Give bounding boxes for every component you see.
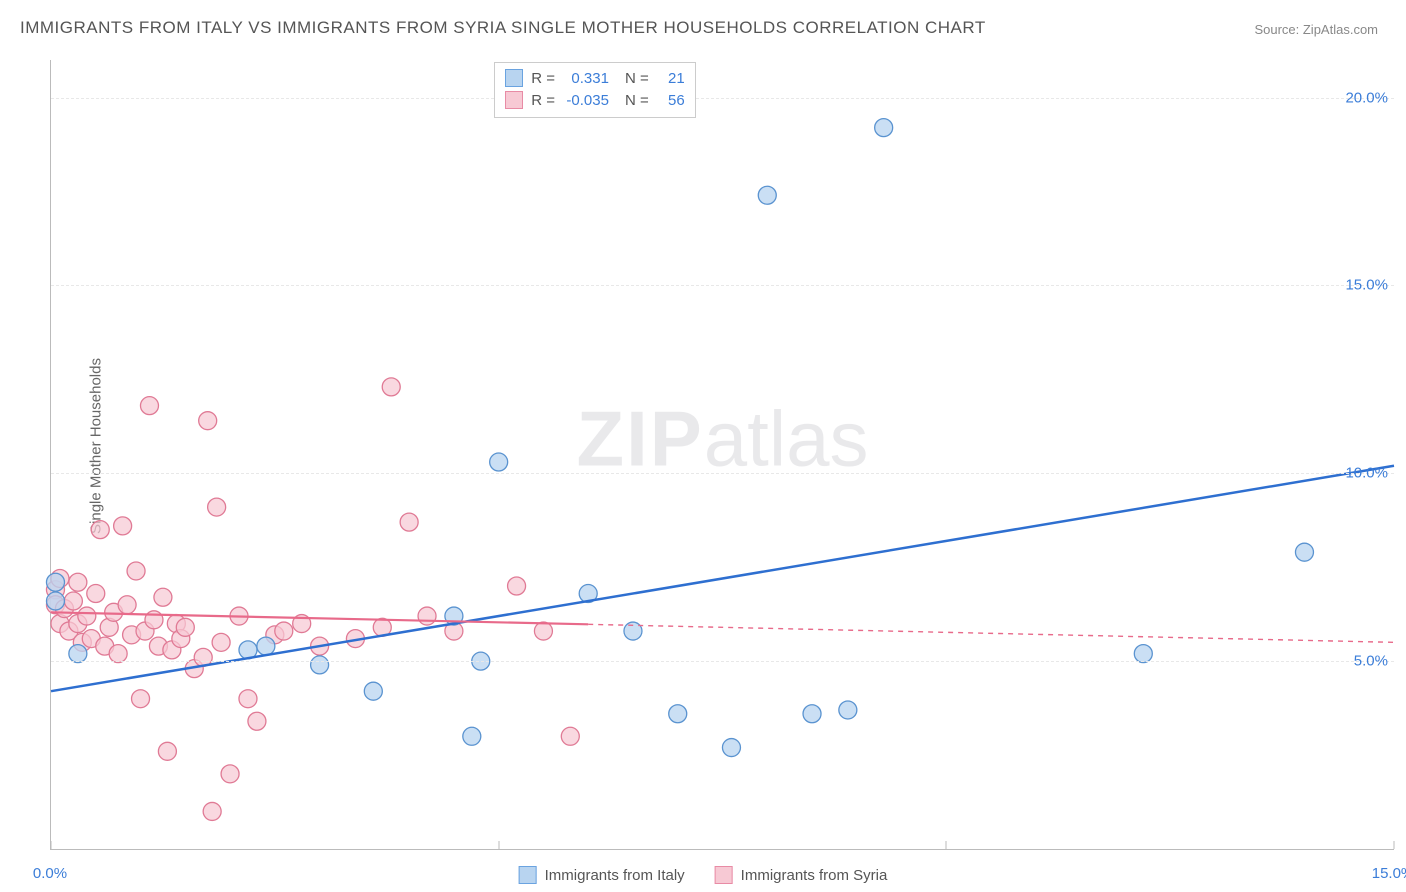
legend-r-label: R =: [531, 70, 555, 87]
trend-line: [51, 466, 1394, 691]
gridline: [51, 661, 1394, 662]
legend-swatch: [505, 69, 523, 87]
source-label: Source: ZipAtlas.com: [1254, 22, 1378, 37]
data-point: [508, 577, 526, 595]
legend-n-label: N =: [625, 92, 649, 109]
gridline: [51, 285, 1394, 286]
data-point: [199, 412, 217, 430]
data-point: [803, 705, 821, 723]
data-point: [382, 378, 400, 396]
legend-n-value: 21: [655, 70, 685, 87]
data-point: [221, 765, 239, 783]
chart-svg: [51, 60, 1394, 849]
legend-swatch: [519, 866, 537, 884]
data-point: [400, 513, 418, 531]
data-point: [46, 592, 64, 610]
data-point: [364, 682, 382, 700]
data-point: [69, 645, 87, 663]
data-point: [875, 119, 893, 137]
data-point: [132, 690, 150, 708]
data-point: [208, 498, 226, 516]
plot-area: ZIPatlas 5.0%10.0%15.0%20.0%R =0.331N =2…: [50, 60, 1394, 850]
data-point: [127, 562, 145, 580]
legend-bottom-label: Immigrants from Italy: [545, 867, 685, 884]
legend-bottom-label: Immigrants from Syria: [741, 867, 888, 884]
data-point: [78, 607, 96, 625]
x-tick-mark: [1394, 841, 1395, 849]
legend-n-value: 56: [655, 92, 685, 109]
data-point: [87, 585, 105, 603]
data-point: [722, 739, 740, 757]
legend-n-label: N =: [625, 70, 649, 87]
data-point: [418, 607, 436, 625]
y-tick-label: 10.0%: [1345, 465, 1388, 482]
data-point: [91, 521, 109, 539]
data-point: [64, 592, 82, 610]
legend-row: R = -0.035 N = 56: [505, 89, 685, 111]
data-point: [212, 633, 230, 651]
data-point: [239, 690, 257, 708]
data-point: [109, 645, 127, 663]
legend-r-value: 0.331: [561, 70, 609, 87]
data-point: [275, 622, 293, 640]
data-point: [248, 712, 266, 730]
data-point: [140, 397, 158, 415]
x-tick-mark: [946, 841, 947, 849]
trend-line-dashed: [588, 624, 1394, 642]
data-point: [46, 573, 64, 591]
data-point: [176, 618, 194, 636]
data-point: [463, 727, 481, 745]
chart-title: IMMIGRANTS FROM ITALY VS IMMIGRANTS FROM…: [20, 18, 986, 38]
legend-bottom: Immigrants from Italy Immigrants from Syr…: [519, 866, 888, 884]
data-point: [154, 588, 172, 606]
data-point: [257, 637, 275, 655]
data-point: [311, 656, 329, 674]
x-tick-mark: [51, 841, 52, 849]
data-point: [203, 802, 221, 820]
x-tick-mark: [498, 841, 499, 849]
legend-r-value: -0.035: [561, 92, 609, 109]
gridline: [51, 98, 1394, 99]
x-tick-label: 0.0%: [33, 865, 67, 882]
y-tick-label: 15.0%: [1345, 277, 1388, 294]
y-tick-label: 20.0%: [1345, 89, 1388, 106]
data-point: [534, 622, 552, 640]
data-point: [118, 596, 136, 614]
legend-swatch: [505, 91, 523, 109]
legend-swatch: [715, 866, 733, 884]
legend-bottom-item: Immigrants from Italy: [519, 866, 685, 884]
data-point: [561, 727, 579, 745]
y-tick-label: 5.0%: [1354, 653, 1388, 670]
data-point: [158, 742, 176, 760]
data-point: [758, 186, 776, 204]
legend-bottom-item: Immigrants from Syria: [715, 866, 888, 884]
data-point: [1134, 645, 1152, 663]
data-point: [1295, 543, 1313, 561]
data-point: [669, 705, 687, 723]
data-point: [839, 701, 857, 719]
legend-row: R = 0.331 N = 21: [505, 67, 685, 89]
data-point: [69, 573, 87, 591]
gridline: [51, 473, 1394, 474]
legend-top: R = 0.331 N = 21 R = -0.035 N = 56: [494, 62, 696, 118]
data-point: [490, 453, 508, 471]
legend-r-label: R =: [531, 92, 555, 109]
x-tick-label: 15.0%: [1372, 865, 1406, 882]
data-point: [114, 517, 132, 535]
